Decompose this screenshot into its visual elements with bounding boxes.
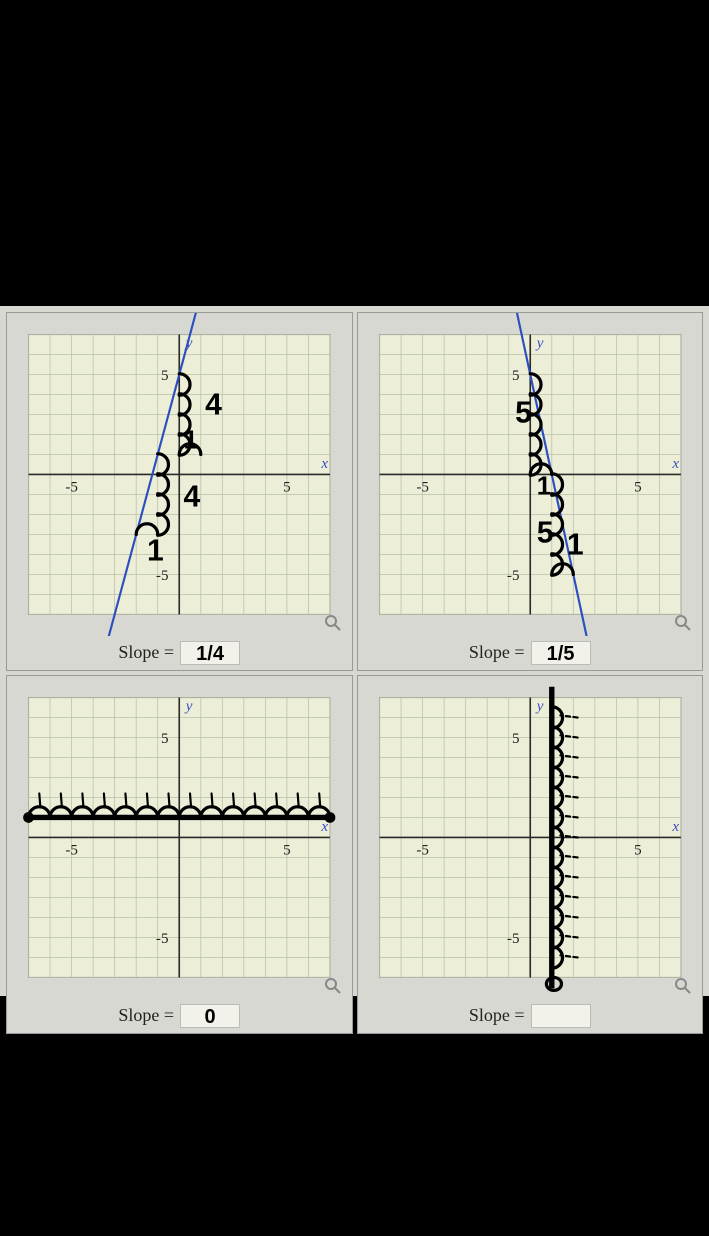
svg-text:5: 5 — [536, 516, 553, 549]
magnify-icon[interactable] — [324, 977, 342, 995]
svg-text:-5: -5 — [156, 568, 169, 584]
chart-1: -5-555xy4141 — [7, 313, 352, 636]
slope-label-3: Slope = — [118, 1005, 174, 1026]
svg-text:x: x — [320, 456, 328, 472]
worksheet-grid: -5-555xy4141 Slope = 1/4 -5-555xy5151 Sl… — [0, 306, 709, 996]
svg-text:1: 1 — [566, 528, 583, 561]
chart-2: -5-555xy5151 — [358, 313, 703, 636]
svg-text:5: 5 — [283, 843, 291, 859]
svg-text:5: 5 — [634, 843, 642, 859]
slope-row-4: Slope = — [358, 999, 703, 1033]
svg-text:-5: -5 — [506, 931, 519, 947]
svg-text:1: 1 — [147, 534, 164, 567]
svg-text:5: 5 — [511, 368, 519, 384]
slope-label-4: Slope = — [469, 1005, 525, 1026]
panel-4: -5 -5 5 5 x y Slope = — [357, 675, 704, 1034]
svg-text:y: y — [184, 698, 193, 714]
svg-text:-5: -5 — [416, 843, 429, 859]
svg-text:-5: -5 — [65, 843, 78, 859]
slope-value-2[interactable]: 1/5 — [531, 641, 591, 665]
panel-2: -5-555xy5151 Slope = 1/5 — [357, 312, 704, 671]
svg-text:-5: -5 — [416, 480, 429, 496]
magnify-icon[interactable] — [674, 977, 692, 995]
svg-text:5: 5 — [515, 397, 532, 430]
slope-value-1[interactable]: 1/4 — [180, 641, 240, 665]
panel-1: -5-555xy4141 Slope = 1/4 — [6, 312, 353, 671]
chart-4: -5 -5 5 5 x y — [358, 676, 703, 999]
svg-text:5: 5 — [161, 731, 169, 747]
svg-text:y: y — [534, 335, 543, 351]
slope-label-2: Slope = — [469, 642, 525, 663]
svg-text:1: 1 — [536, 472, 550, 500]
svg-text:4: 4 — [205, 389, 222, 422]
svg-text:5: 5 — [511, 731, 519, 747]
slope-row-1: Slope = 1/4 — [7, 636, 352, 670]
svg-text:4: 4 — [184, 480, 201, 513]
svg-text:-5: -5 — [506, 568, 519, 584]
svg-text:-5: -5 — [156, 931, 169, 947]
magnify-icon[interactable] — [674, 614, 692, 632]
slope-value-3[interactable]: 0 — [180, 1004, 240, 1028]
slope-row-2: Slope = 1/5 — [358, 636, 703, 670]
slope-row-3: Slope = 0 — [7, 999, 352, 1033]
chart-3: -5-555xy — [7, 676, 352, 999]
svg-text:5: 5 — [634, 480, 642, 496]
panel-3: -5-555xy Slope = 0 — [6, 675, 353, 1034]
svg-text:x: x — [671, 456, 679, 472]
svg-text:5: 5 — [283, 480, 291, 496]
slope-value-4[interactable] — [531, 1004, 591, 1028]
magnify-icon[interactable] — [324, 614, 342, 632]
svg-text:-5: -5 — [65, 480, 78, 496]
slope-label-1: Slope = — [118, 642, 174, 663]
svg-text:5: 5 — [161, 368, 169, 384]
svg-text:y: y — [534, 698, 543, 714]
svg-text:x: x — [671, 819, 679, 835]
svg-text:1: 1 — [184, 426, 198, 454]
